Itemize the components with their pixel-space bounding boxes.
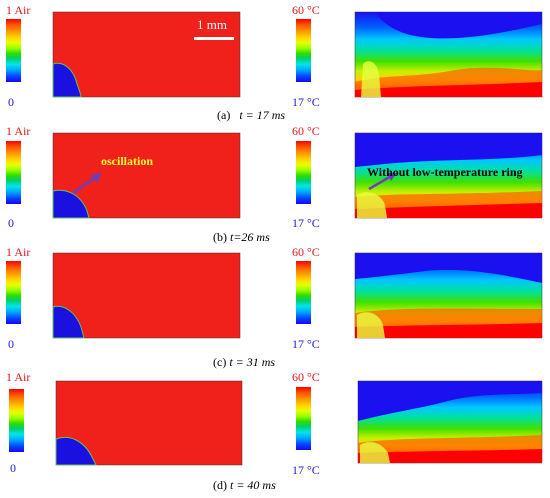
panel-b: 1 Air 0 oscillation 60 °C 17 °C Without … [0, 121, 550, 244]
ring-annotation: Without low-temperature ring [367, 165, 523, 179]
temp-scale-top-label: 60 °C [292, 370, 320, 384]
air-colorbar [6, 141, 21, 204]
temp-scale-bottom-label: 17 °C [292, 463, 320, 477]
air-colorbar [6, 261, 21, 324]
air-field-d [55, 380, 243, 466]
temp-colorbar [296, 141, 311, 204]
temperature-field-a [354, 11, 543, 98]
caption-letter: (d) [213, 478, 227, 492]
caption-letter: (c) [213, 355, 227, 369]
caption-time: t = 40 ms [230, 478, 276, 492]
temp-colorbar [296, 261, 311, 324]
temperature-field-d [357, 380, 543, 464]
panel-c: 1 Air 0 60 °C 17 °C (c) t = 31 ms [0, 242, 550, 369]
panel-a: 1 Air 0 1 mm 60 °C 17 °C [0, 0, 550, 123]
air-field-b [52, 132, 241, 219]
temp-scale-top-label: 60 °C [292, 3, 320, 17]
air-scale-top-label: 1 Air [6, 124, 31, 138]
air-scale-top-label: 1 Air [6, 3, 31, 17]
caption-time: t = 17 ms [239, 108, 286, 122]
temp-scale-top-label: 60 °C [292, 245, 320, 259]
caption-c: (c) t = 31 ms [213, 355, 275, 370]
temp-scale-top-label: 60 °C [292, 124, 320, 138]
caption-time: t=26 ms [230, 230, 270, 244]
air-scale-top-label: 1 Air [6, 245, 31, 259]
air-colorbar [9, 389, 24, 452]
temp-scale-bottom-label: 17 °C [292, 337, 320, 351]
scale-bar-label: 1 mm [197, 17, 227, 32]
caption-a: (a) t = 17 ms [217, 108, 285, 123]
caption-time: t = 31 ms [229, 355, 276, 369]
temp-scale-bottom-label: 17 °C [292, 216, 320, 230]
scale-bar [194, 37, 234, 40]
panel-d: 1 Air 0 60 °C 17 °C (d) t = 40 ms [0, 367, 550, 498]
caption-letter: (b) [213, 230, 227, 244]
air-scale-bottom-label: 0 [8, 216, 14, 230]
temp-scale-bottom-label: 17 °C [292, 95, 320, 109]
temp-colorbar [296, 19, 311, 82]
temperature-field-b [354, 132, 543, 219]
caption-letter: (a) [217, 108, 231, 122]
temperature-field-c [354, 252, 543, 339]
air-scale-bottom-label: 0 [8, 95, 14, 109]
temp-colorbar [296, 387, 311, 450]
caption-d: (d) t = 40 ms [213, 478, 276, 493]
air-scale-bottom-label: 0 [8, 337, 14, 351]
oscillation-annotation: oscillation [101, 154, 154, 168]
air-scale-top-label: 1 Air [6, 370, 31, 384]
caption-b: (b) t=26 ms [213, 230, 270, 245]
air-field-c [52, 252, 241, 339]
air-scale-bottom-label: 0 [10, 461, 16, 475]
air-field-a [52, 11, 241, 98]
air-colorbar [6, 19, 21, 82]
